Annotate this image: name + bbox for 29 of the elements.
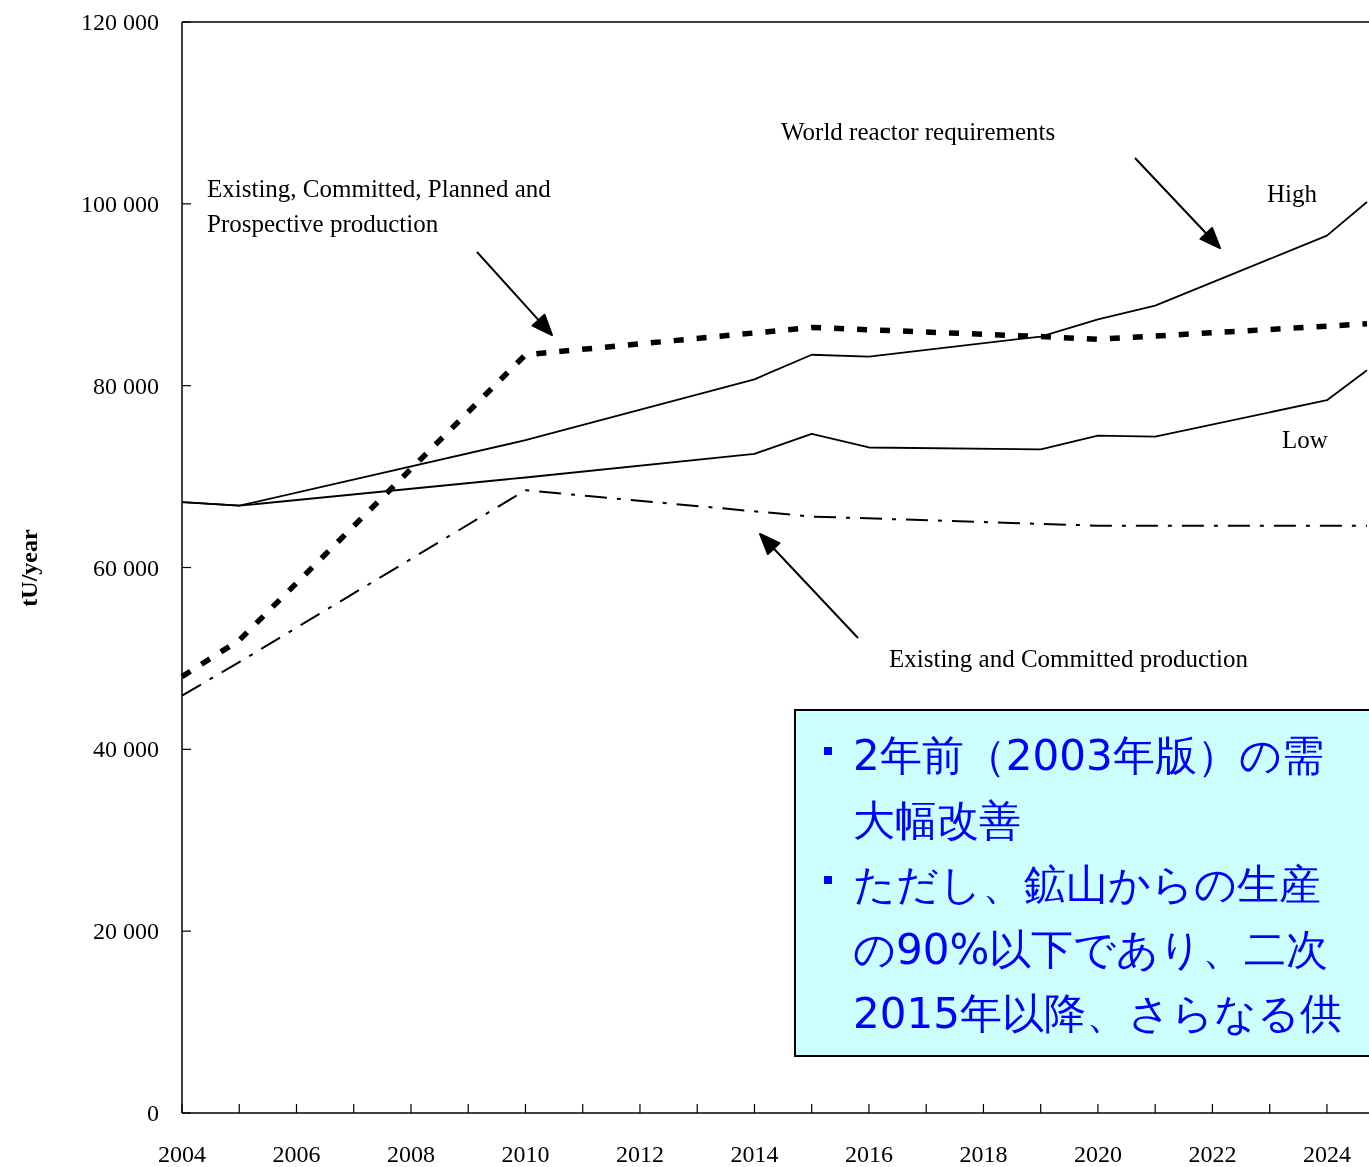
x-tick-label: 2012 [615, 1141, 664, 1167]
annotation: World reactor requirements [781, 118, 1056, 145]
y-tick-label: 0 [147, 1100, 159, 1126]
y-tick-label: 80 000 [93, 372, 159, 399]
series-label: Low [1282, 426, 1328, 454]
annotation: 2年前（2003年版）の需 [853, 731, 1324, 780]
series-label: High [1267, 180, 1318, 208]
x-tick-label: 2022 [1188, 1141, 1237, 1167]
annotation: ただし、鉱山からの生産 [853, 860, 1321, 909]
annotation: Existing and Committed production [889, 645, 1249, 672]
annotation: の90%以下であり、二次 [853, 924, 1329, 974]
annotation: 2015年以降、さらなる供 [853, 989, 1342, 1038]
x-tick-label: 2006 [272, 1141, 321, 1167]
y-tick-label: 40 000 [93, 736, 159, 763]
y-tick-label: 60 000 [93, 554, 159, 581]
y-axis-title: tU/year [16, 529, 42, 607]
x-tick-label: 2008 [386, 1141, 435, 1167]
x-tick-label: 2014 [730, 1141, 779, 1167]
y-tick-label: 120 000 [81, 9, 159, 35]
y-tick-label: 100 000 [81, 190, 159, 217]
x-tick-label: 2024 [1302, 1141, 1351, 1167]
annotation: Existing, Committed, Planned and Prospective production [207, 175, 552, 237]
y-tick-label: 20 000 [93, 918, 159, 945]
x-tick-label: 2020 [1073, 1141, 1122, 1167]
x-tick-label: 2016 [844, 1141, 893, 1167]
x-tick-label: 2004 [158, 1141, 206, 1167]
annotation: 大幅改善 [853, 795, 1021, 845]
x-tick-label: 2010 [501, 1141, 550, 1167]
x-tick-label: 2018 [959, 1141, 1008, 1167]
